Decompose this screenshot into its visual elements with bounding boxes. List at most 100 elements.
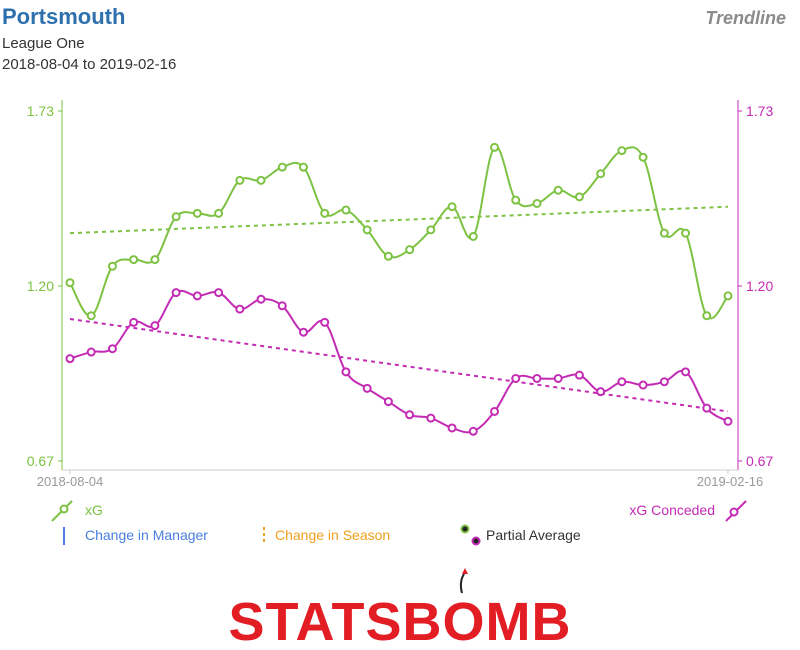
legend-label-xg: xG [85, 502, 103, 518]
xg-conceded-point[interactable] [256, 294, 266, 304]
xg-point[interactable] [617, 146, 627, 156]
xg-conceded-point[interactable] [574, 370, 584, 380]
xg-point[interactable] [256, 175, 266, 185]
view-label: Trendline [705, 8, 786, 28]
xg-point[interactable] [341, 205, 351, 215]
xg-conceded-point[interactable] [426, 413, 436, 423]
xg-point[interactable] [362, 225, 372, 235]
xg-conceded-trendline [69, 318, 729, 413]
xg-point[interactable] [702, 311, 712, 321]
xg-conceded-point[interactable] [447, 423, 457, 433]
legend-label-season: Change in Season [275, 527, 390, 543]
legend-item-partial-average[interactable]: Partial Average [460, 524, 581, 546]
xg-point[interactable] [171, 212, 181, 222]
y-tick-label-right: 1.20 [746, 278, 773, 294]
xg-conceded-point[interactable] [617, 377, 627, 387]
xg-point[interactable] [277, 162, 287, 172]
xg-point[interactable] [405, 245, 415, 255]
date-range: 2018-08-04 to 2019-02-16 [2, 56, 177, 73]
xg-conceded-point[interactable] [86, 347, 96, 357]
xg-conceded-point[interactable] [532, 373, 542, 383]
logo-wordmark: STATSBOMB [229, 592, 572, 650]
xg-conceded-point[interactable] [681, 367, 691, 377]
xg-point[interactable] [86, 311, 96, 321]
xg-conceded-point[interactable] [192, 291, 202, 301]
legend-item-xg-conceded[interactable]: xG Conceded [629, 500, 747, 522]
xg-conceded-point[interactable] [596, 387, 606, 397]
xg-point[interactable] [214, 208, 224, 218]
xg-point[interactable] [320, 208, 330, 218]
xg-trendline [69, 205, 729, 235]
xg-point[interactable] [723, 291, 733, 301]
xg-point[interactable] [553, 185, 563, 195]
x-tick-label-start: 2018-08-04 [37, 474, 104, 489]
xg-conceded-point[interactable] [320, 317, 330, 327]
xg-conceded-series-line [69, 289, 729, 434]
xg-conceded-point[interactable] [490, 406, 500, 416]
xg-point[interactable] [447, 202, 457, 212]
xg-conceded-point[interactable] [214, 288, 224, 298]
xg-point[interactable] [468, 231, 478, 241]
legend-label-manager: Change in Manager [85, 527, 208, 543]
statsbomb-logo: STATSBOMB [229, 568, 572, 650]
xg-conceded-point[interactable] [65, 354, 75, 364]
legend-item-xg[interactable]: xG [51, 500, 103, 522]
xg-conceded-line-icon [725, 500, 747, 522]
y-tick-label-left: 1.20 [27, 278, 54, 294]
xg-conceded-point[interactable] [659, 377, 669, 387]
xg-conceded-point[interactable] [341, 367, 351, 377]
xg-point[interactable] [638, 152, 648, 162]
xg-series-line [69, 146, 729, 320]
xg-conceded-point[interactable] [638, 380, 648, 390]
legend-item-manager[interactable]: Change in Manager [63, 527, 208, 545]
xg-point[interactable] [574, 192, 584, 202]
xg-point[interactable] [426, 225, 436, 235]
y-tick-label-left: 1.73 [27, 103, 54, 119]
xg-point[interactable] [65, 278, 75, 288]
xg-conceded-point[interactable] [702, 403, 712, 413]
xg-conceded-point[interactable] [553, 373, 563, 383]
xg-point[interactable] [235, 175, 245, 185]
xg-point[interactable] [532, 198, 542, 208]
xg-conceded-point[interactable] [235, 304, 245, 314]
xg-conceded-point[interactable] [383, 397, 393, 407]
team-title: Portsmouth [2, 4, 126, 29]
xg-point[interactable] [150, 255, 160, 265]
xg-point[interactable] [659, 228, 669, 238]
xg-point[interactable] [511, 195, 521, 205]
xg-conceded-point[interactable] [150, 321, 160, 331]
xg-conceded-point[interactable] [468, 426, 478, 436]
xg-point[interactable] [298, 162, 308, 172]
bomb-icon [459, 568, 468, 594]
legend: xG xG Conceded Change in Manager Change … [51, 500, 747, 546]
partial-average-icon [460, 524, 481, 546]
chart-plot-area [65, 142, 733, 436]
xg-conceded-point[interactable] [405, 410, 415, 420]
xg-conceded-point[interactable] [129, 317, 139, 327]
xg-point[interactable] [107, 261, 117, 271]
legend-label-xg-conceded: xG Conceded [629, 502, 715, 518]
league-name: League One [2, 35, 85, 52]
xg-point[interactable] [129, 255, 139, 265]
xg-point[interactable] [490, 142, 500, 152]
y-tick-label-right: 0.67 [746, 453, 773, 469]
legend-label-partial-average: Partial Average [486, 527, 581, 543]
xg-conceded-point[interactable] [298, 327, 308, 337]
xg-conceded-point[interactable] [723, 416, 733, 426]
xg-point[interactable] [596, 169, 606, 179]
x-tick-label-end: 2019-02-16 [697, 474, 764, 489]
xg-conceded-point[interactable] [277, 301, 287, 311]
x-axis-labels: 2018-08-04 2019-02-16 [37, 474, 764, 489]
legend-item-season[interactable]: Change in Season [263, 527, 390, 545]
xg-point[interactable] [192, 208, 202, 218]
xg-conceded-point[interactable] [171, 288, 181, 298]
chart-axes: 1.73 1.20 0.67 1.73 1.20 0.67 [27, 100, 773, 474]
y-tick-label-right: 1.73 [746, 103, 773, 119]
xg-line-icon [51, 500, 73, 522]
xg-point[interactable] [383, 251, 393, 261]
xg-conceded-point[interactable] [362, 383, 372, 393]
xg-conceded-point[interactable] [511, 373, 521, 383]
xg-conceded-point[interactable] [107, 344, 117, 354]
xg-point[interactable] [681, 228, 691, 238]
